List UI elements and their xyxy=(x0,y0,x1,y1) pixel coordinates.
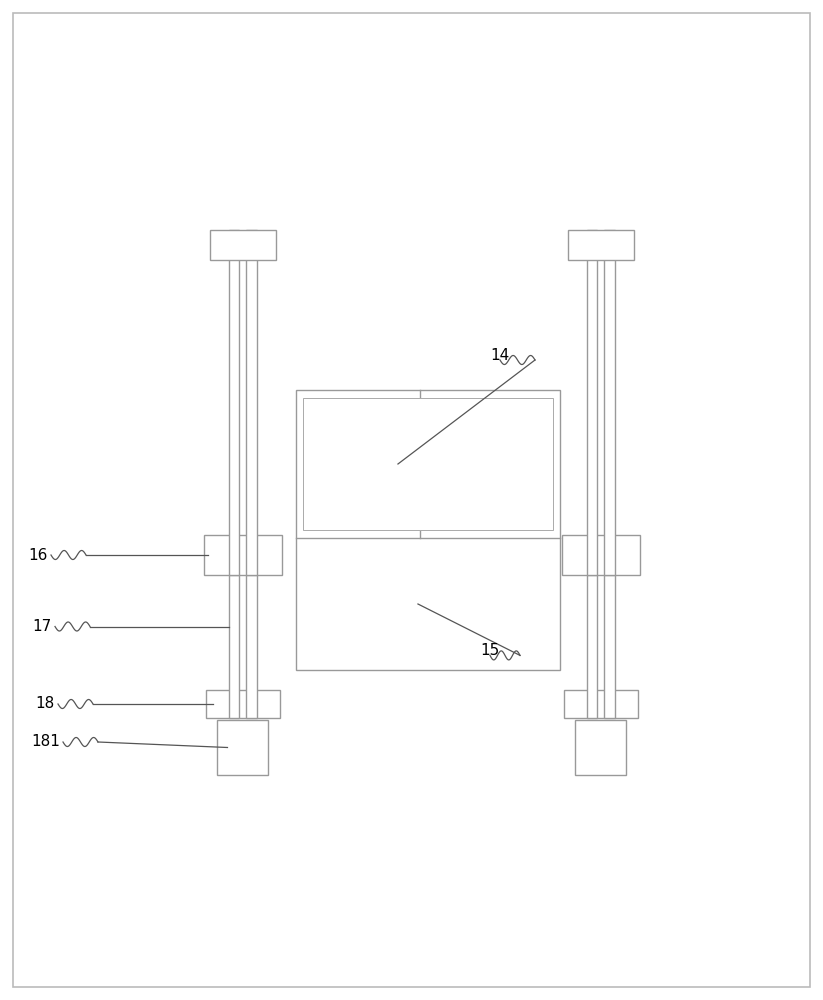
Text: 14: 14 xyxy=(490,348,509,362)
Bar xyxy=(587,230,597,575)
Bar xyxy=(210,230,276,260)
Bar xyxy=(604,230,615,575)
Bar xyxy=(604,535,615,718)
Bar xyxy=(303,398,553,530)
Bar xyxy=(203,535,281,575)
Bar xyxy=(575,720,626,775)
Bar xyxy=(246,535,257,718)
Bar xyxy=(564,690,638,718)
Text: 181: 181 xyxy=(31,734,60,750)
Bar xyxy=(229,230,239,575)
Bar xyxy=(217,720,268,775)
Bar xyxy=(587,535,597,718)
Bar xyxy=(561,535,639,575)
Bar xyxy=(246,230,257,575)
Bar xyxy=(206,690,280,718)
Bar xyxy=(296,390,560,670)
Text: 16: 16 xyxy=(29,548,48,562)
Text: 18: 18 xyxy=(35,696,55,712)
Bar xyxy=(568,230,634,260)
Text: 17: 17 xyxy=(33,619,52,634)
Text: 15: 15 xyxy=(480,643,500,658)
Bar xyxy=(229,535,239,718)
